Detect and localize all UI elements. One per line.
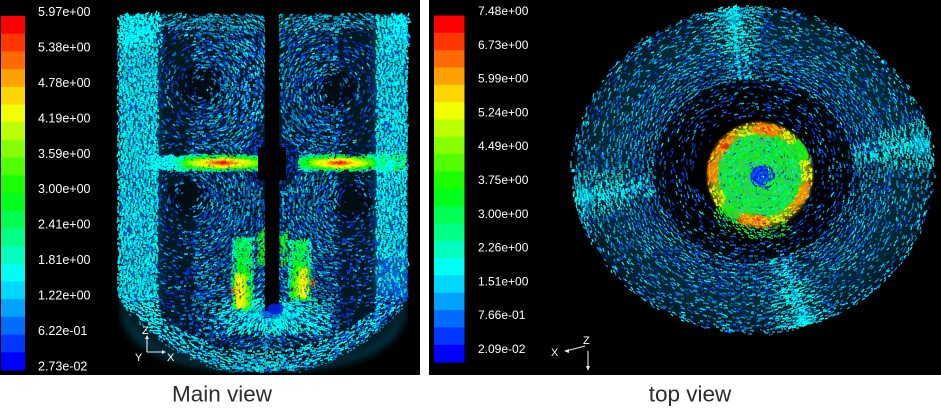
svg-text:5.99e+00: 5.99e+00 <box>478 72 529 86</box>
svg-text:6.73e+00: 6.73e+00 <box>478 38 529 52</box>
svg-text:1.22e+00: 1.22e+00 <box>38 289 91 303</box>
svg-text:Main view: Main view <box>172 382 273 407</box>
svg-text:Y: Y <box>135 352 143 364</box>
svg-text:3.59e+00: 3.59e+00 <box>38 147 91 161</box>
svg-text:7.66e-01: 7.66e-01 <box>478 308 526 322</box>
svg-text:2.26e+00: 2.26e+00 <box>478 241 529 255</box>
svg-text:1.81e+00: 1.81e+00 <box>38 253 91 267</box>
svg-text:4.49e+00: 4.49e+00 <box>478 139 529 153</box>
svg-text:Z: Z <box>583 335 590 347</box>
svg-text:6.22e-01: 6.22e-01 <box>38 324 87 338</box>
svg-text:5.24e+00: 5.24e+00 <box>478 105 529 119</box>
svg-text:1.51e+00: 1.51e+00 <box>478 274 529 288</box>
svg-text:top view: top view <box>649 382 732 407</box>
svg-text:4.19e+00: 4.19e+00 <box>38 111 91 125</box>
svg-text:3.75e+00: 3.75e+00 <box>478 173 529 187</box>
svg-text:2.41e+00: 2.41e+00 <box>38 218 91 232</box>
svg-text:X: X <box>167 352 175 364</box>
svg-text:4.78e+00: 4.78e+00 <box>38 76 91 90</box>
svg-text:7.48e+00: 7.48e+00 <box>478 4 529 18</box>
svg-text:2.09e-02: 2.09e-02 <box>478 342 526 356</box>
svg-text:Z: Z <box>142 325 149 337</box>
svg-text:3.00e+00: 3.00e+00 <box>478 207 529 221</box>
svg-text:2.73e-02: 2.73e-02 <box>38 360 87 374</box>
svg-text:5.38e+00: 5.38e+00 <box>38 41 91 55</box>
svg-text:5.97e+00: 5.97e+00 <box>38 5 91 19</box>
svg-text:X: X <box>551 347 559 359</box>
svg-text:3.00e+00: 3.00e+00 <box>38 182 91 196</box>
